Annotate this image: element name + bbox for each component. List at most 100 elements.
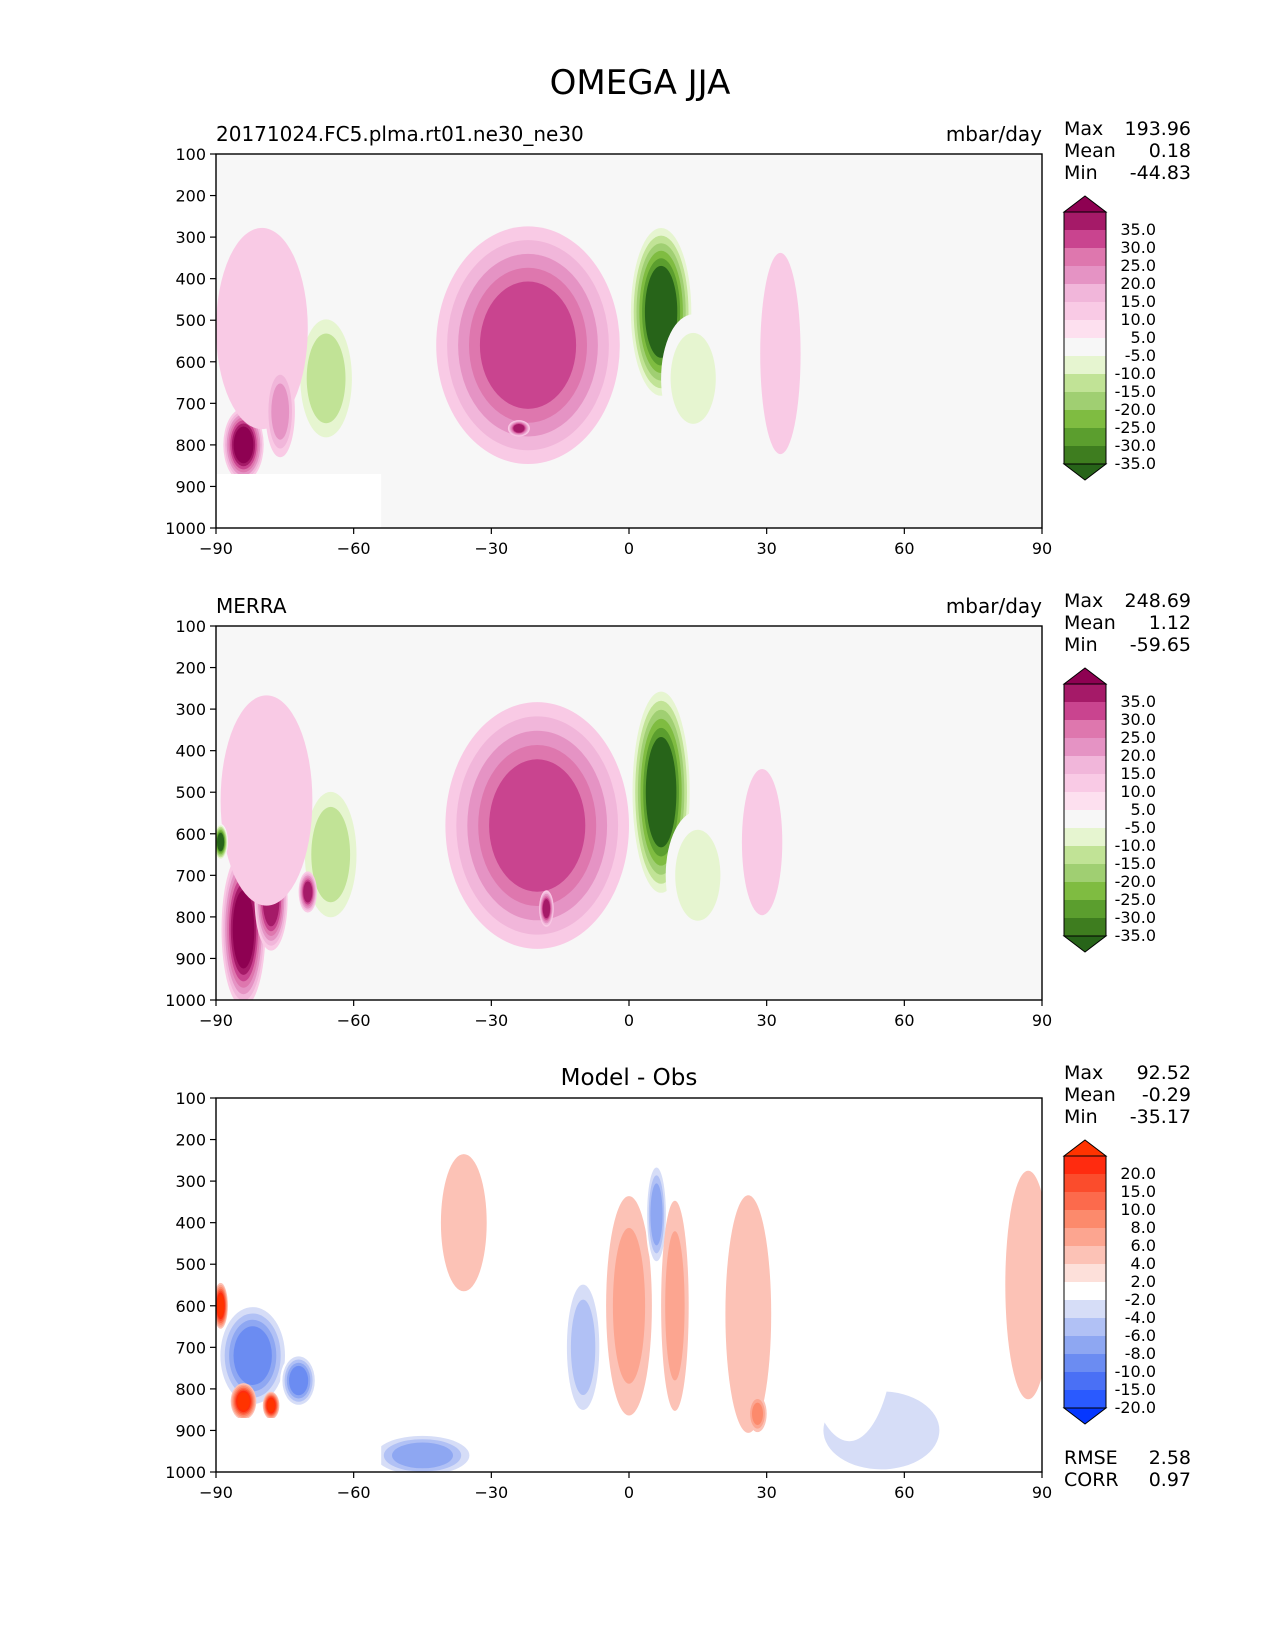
- stat-mean-value: 0.18: [1149, 140, 1191, 162]
- masked-region: [216, 1418, 382, 1472]
- colorbar-tick-label: 30.0: [1120, 238, 1156, 257]
- contour-band-3-1: [670, 332, 716, 424]
- colorbar-tick-label: -10.0: [1115, 1362, 1156, 1381]
- x-tick-label: 90: [1032, 539, 1052, 558]
- y-tick-label: 800: [175, 1380, 206, 1399]
- colorbar-segment: [1064, 900, 1106, 918]
- y-tick-label: 1000: [165, 519, 206, 538]
- colorbar-segment: [1064, 846, 1106, 864]
- colorbar-segment: [1064, 1300, 1106, 1318]
- y-tick-label: 100: [175, 1089, 206, 1108]
- colorbar-tick-label: -35.0: [1115, 454, 1156, 473]
- colorbar-extend-max: [1062, 667, 1108, 685]
- colorbar-extend-min: [1062, 463, 1108, 481]
- colorbar-tick-label: 6.0: [1131, 1236, 1156, 1255]
- colorbar-tick-label: -15.0: [1115, 382, 1156, 401]
- colorbar-tick-label: 4.0: [1131, 1254, 1156, 1273]
- stat-min-label: Min: [1064, 634, 1098, 656]
- stat-mean-label: Mean: [1064, 1084, 1116, 1106]
- panel-diff-title: Model - Obs: [561, 1065, 698, 1091]
- panel-model-stats: Max 193.96 Mean 0.18 Min -44.83: [1064, 118, 1191, 184]
- colorbar-tick-label: 20.0: [1120, 274, 1156, 293]
- colorbar-tick-label: 10.0: [1120, 1200, 1156, 1219]
- colorbar-segment: [1064, 320, 1106, 338]
- colorbar-segment: [1064, 1336, 1106, 1354]
- colorbar-tick-label: -5.0: [1125, 818, 1156, 837]
- y-tick-label: 300: [175, 700, 206, 719]
- stat-mean-value: 1.12: [1149, 612, 1191, 634]
- panel-model-x-axis: −90 −60 −30 0 30 60 90: [199, 528, 1052, 558]
- colorbar-segment: [1064, 1246, 1106, 1264]
- colorbar-segment: [1064, 410, 1106, 428]
- colorbar-frame: [1063, 1155, 1107, 1409]
- panel-diff-x-axis: −90 −60 −30 0 30 60 90: [199, 1472, 1052, 1502]
- contour-band-2-6: [237, 1392, 250, 1411]
- metric-corr-label: CORR: [1064, 1469, 1119, 1491]
- panel-model-units: mbar/day: [946, 122, 1042, 146]
- colorbar-tick-label: 15.0: [1120, 1182, 1156, 1201]
- y-tick-label: 200: [175, 187, 206, 206]
- y-tick-label: 200: [175, 1131, 206, 1150]
- colorbar-segment: [1064, 248, 1106, 266]
- stat-max-label: Max: [1064, 118, 1103, 140]
- contour-band-4-6: [217, 1294, 225, 1318]
- panel-model: 20171024.FC5.plma.rt01.ne30_ne30 mbar/da…: [165, 118, 1191, 558]
- colorbar-extend-min: [1062, 1407, 1108, 1425]
- colorbar-extend-max: [1062, 195, 1108, 213]
- x-tick-label: 90: [1032, 1483, 1052, 1502]
- colorbar-tick-label: -30.0: [1115, 436, 1156, 455]
- colorbar-segment: [1064, 864, 1106, 882]
- y-tick-label: 100: [175, 145, 206, 164]
- colorbar-segment: [1064, 720, 1106, 738]
- contour-band-3-6: [267, 1398, 276, 1413]
- y-tick-label: 700: [175, 1338, 206, 1357]
- colorbar-tick-label: 10.0: [1120, 310, 1156, 329]
- panel-obs-stats: Max 248.69 Mean 1.12 Min -59.65: [1064, 590, 1191, 656]
- x-tick-label: 0: [624, 539, 634, 558]
- y-tick-label: 600: [175, 1297, 206, 1316]
- colorbar-segment: [1064, 302, 1106, 320]
- contour-band-14-0: [1005, 1170, 1042, 1400]
- colorbar-segment: [1064, 1228, 1106, 1246]
- colorbar-segment: [1064, 918, 1106, 936]
- colorbar-tick-label: -2.0: [1125, 1290, 1156, 1309]
- panel-obs-title-left: MERRA: [216, 594, 287, 618]
- stat-max-value: 248.69: [1125, 590, 1191, 612]
- contour-band-1-5: [513, 424, 525, 433]
- colorbar-segment: [1064, 792, 1106, 810]
- contour-band-4-2: [311, 806, 351, 903]
- colorbar-segment: [1064, 1192, 1106, 1210]
- colorbar-tick-label: 15.0: [1120, 764, 1156, 783]
- colorbar-segment: [1064, 212, 1106, 230]
- contour-band-7-2: [271, 383, 290, 440]
- x-tick-label: −60: [337, 539, 371, 558]
- contour-band-1-4: [289, 1365, 309, 1396]
- x-tick-label: −30: [474, 539, 508, 558]
- stat-max-label: Max: [1064, 590, 1103, 612]
- x-tick-label: −30: [474, 1011, 508, 1030]
- colorbar-segment: [1064, 230, 1106, 248]
- panel-model-title-left: 20171024.FC5.plma.rt01.ne30_ne30: [216, 122, 584, 146]
- panel-obs-colorbar: 35.030.025.020.015.010.05.0-5.0-10.0-15.…: [1062, 667, 1156, 953]
- y-tick-label: 700: [175, 394, 206, 413]
- contour-band-3-1: [675, 829, 721, 921]
- y-tick-label: 700: [175, 866, 206, 885]
- colorbar-segment: [1064, 266, 1106, 284]
- contour-band-2-6: [645, 737, 677, 848]
- contour-band-6-2: [570, 1299, 596, 1396]
- x-tick-label: −30: [474, 1483, 508, 1502]
- masked-region: [216, 474, 382, 528]
- y-tick-label: 100: [175, 617, 206, 636]
- x-tick-label: −60: [337, 1483, 371, 1502]
- y-tick-label: 400: [175, 270, 206, 289]
- x-tick-label: 60: [894, 1483, 914, 1502]
- contour-band-16-0: [803, 1203, 896, 1442]
- contour-band-5-6: [232, 890, 255, 969]
- x-tick-label: 60: [894, 1011, 914, 1030]
- y-tick-label: 800: [175, 908, 206, 927]
- colorbar-frame: [1063, 211, 1107, 465]
- metric-rmse-value: 2.58: [1149, 1447, 1191, 1469]
- stat-mean-label: Mean: [1064, 140, 1116, 162]
- contour-band-0-4: [479, 281, 577, 409]
